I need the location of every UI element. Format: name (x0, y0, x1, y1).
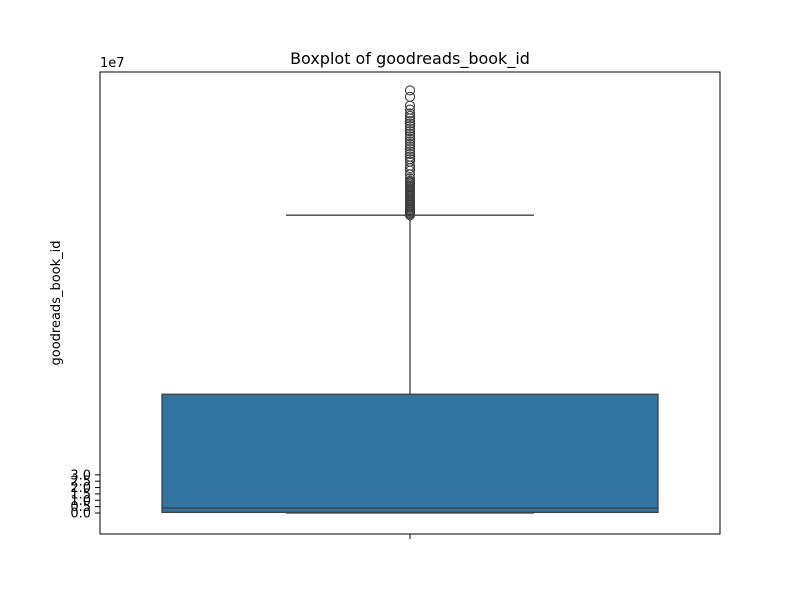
outlier-point (404, 149, 416, 160)
outlier-point (404, 108, 416, 119)
outlier-point (404, 115, 416, 127)
outlier-point (404, 146, 416, 157)
y-tick-label: 1.0 (70, 494, 91, 509)
y-tick-label: 0.0 (70, 507, 91, 522)
y-tick-label: 2.5 (70, 475, 91, 490)
outlier-point (404, 154, 416, 165)
outlier-point (404, 104, 416, 115)
y-tick-label: 3.0 (70, 468, 91, 483)
outlier-point (404, 91, 416, 102)
y-axis-label: goodreads_book_id (49, 240, 64, 365)
outlier-point (404, 131, 416, 142)
y-tick-label: 1.5 (70, 487, 91, 502)
outlier-point (404, 121, 416, 132)
outlier-point (404, 175, 416, 186)
outlier-point (404, 85, 416, 96)
outlier-point (404, 123, 416, 134)
outlier-point (404, 136, 416, 147)
outlier-point (404, 141, 416, 152)
plot-area (161, 85, 659, 514)
outlier-point (404, 151, 416, 162)
y-axis-ticks: 0.00.51.01.52.02.53.0 (70, 468, 100, 522)
outlier-point (404, 156, 416, 167)
outlier-point (404, 143, 416, 155)
outlier-point (404, 128, 416, 139)
y-tick-label: 0.5 (70, 500, 91, 515)
chart-title: Boxplot of goodreads_book_id (290, 49, 530, 69)
y-tick-label: 2.0 (70, 481, 91, 496)
outlier-point (404, 110, 416, 121)
outlier-point (404, 173, 416, 184)
outlier-point (404, 126, 416, 137)
y-scale-offset-label: 1e7 (100, 56, 125, 71)
outlier-point (404, 118, 416, 129)
box-iqr (161, 393, 659, 514)
outlier-point (404, 138, 416, 149)
outlier-point (404, 133, 416, 144)
